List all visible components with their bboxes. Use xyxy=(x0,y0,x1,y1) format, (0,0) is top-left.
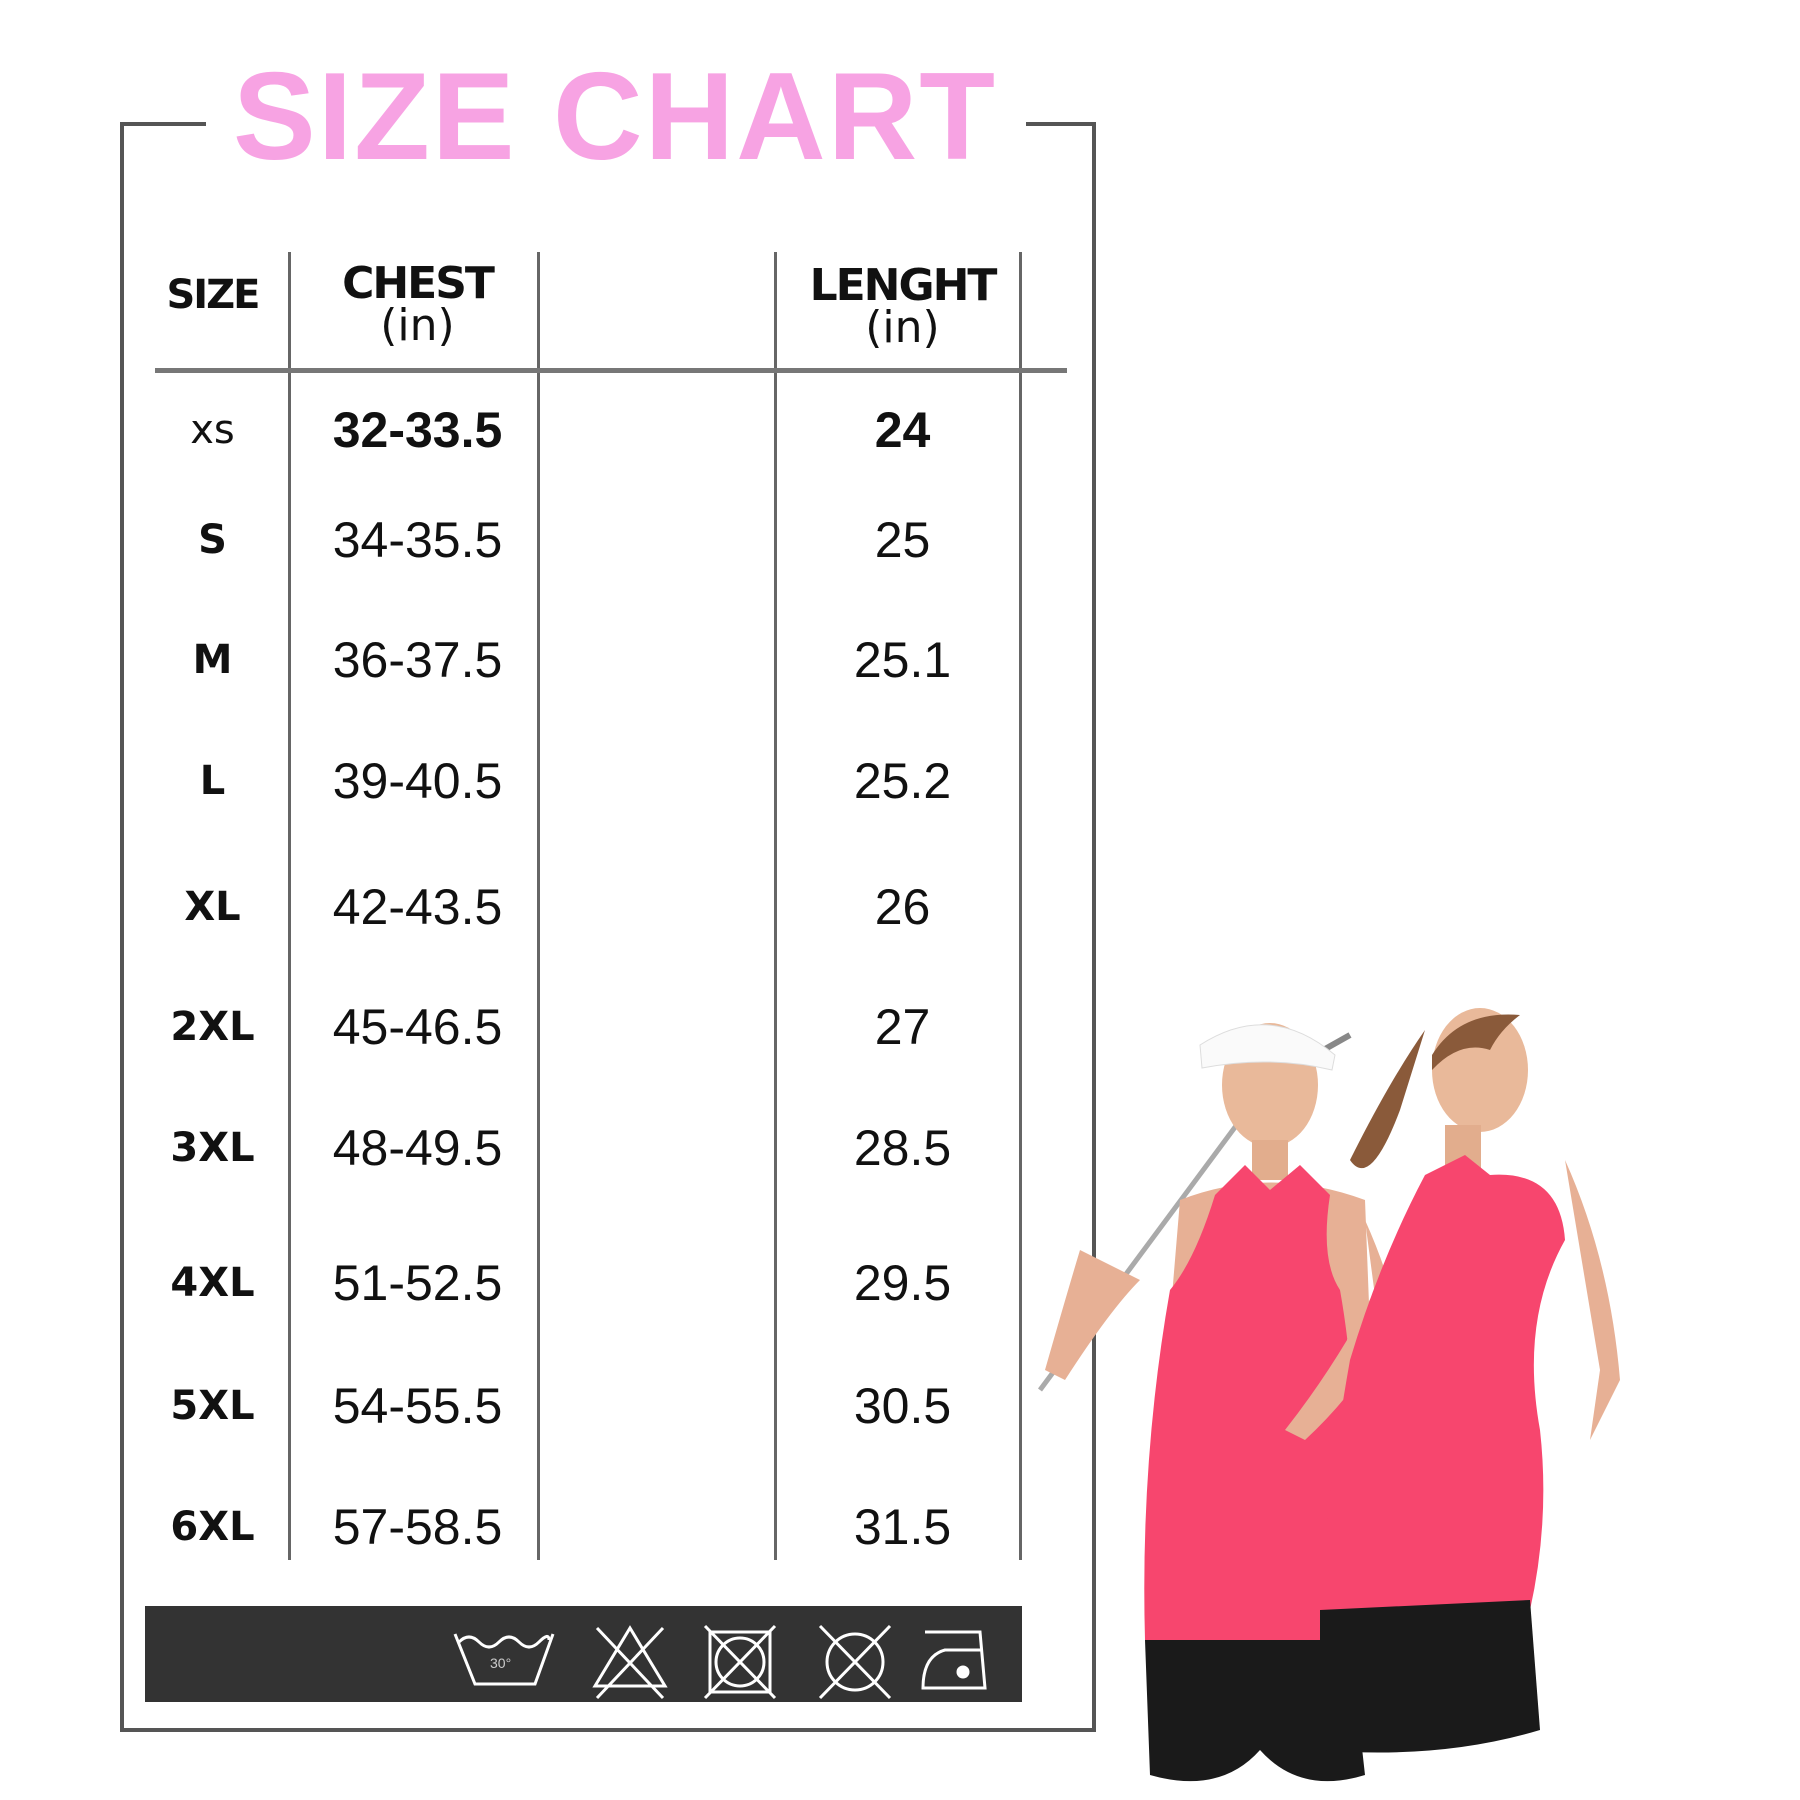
model-back xyxy=(1285,1008,1620,1753)
header-length-unit: (in) xyxy=(865,302,940,353)
header-chest-label: CHEST xyxy=(342,258,495,309)
row-size-cell: S xyxy=(198,517,227,563)
row-length-cell: 28.5 xyxy=(853,1120,952,1176)
row-chest-cell: 51-52.5 xyxy=(332,1255,503,1311)
row-length-cell: 29.5 xyxy=(853,1255,952,1311)
row-length-cell: 25 xyxy=(874,512,931,568)
frame-left xyxy=(120,122,124,1732)
row-chest-cell: 42-43.5 xyxy=(332,879,503,935)
header-size: SIZE xyxy=(166,272,260,318)
shorts-front xyxy=(1145,1640,1365,1782)
frame-right xyxy=(1092,122,1096,1732)
row-size-cell: XS xyxy=(190,407,235,453)
column-divider xyxy=(774,252,777,1560)
row-chest-cell: 32-33.5 xyxy=(332,402,503,458)
header-length-label: LENGHT xyxy=(809,260,998,311)
header-chest-unit: (in) xyxy=(380,300,455,351)
care-instructions-bar: 30° xyxy=(145,1606,1022,1702)
shorts-back xyxy=(1320,1600,1540,1753)
column-divider xyxy=(537,252,540,1560)
row-size-cell: M xyxy=(192,637,233,683)
frame-bottom xyxy=(120,1728,1096,1732)
row-chest-cell: 34-35.5 xyxy=(332,512,503,568)
row-size-cell: XL xyxy=(184,884,241,930)
do-not-bleach-icon xyxy=(592,1625,668,1700)
tank-top-front xyxy=(1144,1165,1356,1655)
visor xyxy=(1199,1024,1336,1071)
page-title: SIZE CHART xyxy=(233,48,997,186)
row-size-cell: 2XL xyxy=(170,1004,255,1050)
model-front xyxy=(1037,1023,1415,1782)
row-length-cell: 25.1 xyxy=(853,632,952,688)
column-divider xyxy=(288,252,291,1560)
frame-top-right xyxy=(1026,122,1096,126)
header-chest: CHEST (in) xyxy=(300,262,535,351)
row-size-cell: 3XL xyxy=(170,1125,255,1171)
row-size-cell: L xyxy=(199,758,226,804)
tank-top-back xyxy=(1320,1155,1565,1628)
product-photo xyxy=(1037,1008,1620,1782)
row-size-cell: 4XL xyxy=(170,1260,255,1306)
care-icons: 30° xyxy=(453,1624,987,1700)
ponytail xyxy=(1350,1030,1425,1169)
row-chest-cell: 36-37.5 xyxy=(332,632,503,688)
row-length-cell: 25.2 xyxy=(853,753,952,809)
do-not-tumble-dry-icon xyxy=(703,1624,777,1700)
row-chest-cell: 57-58.5 xyxy=(332,1499,503,1555)
row-length-cell: 26 xyxy=(874,879,931,935)
wash-30-icon: 30° xyxy=(453,1633,555,1686)
row-length-cell: 30.5 xyxy=(853,1378,952,1434)
row-length-cell: 31.5 xyxy=(853,1499,952,1555)
row-size-cell: 6XL xyxy=(170,1504,255,1550)
row-chest-cell: 39-40.5 xyxy=(332,753,503,809)
row-length-cell: 24 xyxy=(874,402,931,458)
wash-temp-label: 30° xyxy=(490,1655,511,1671)
column-divider xyxy=(1019,252,1022,1560)
row-size-cell: 5XL xyxy=(170,1383,255,1429)
row-chest-cell: 48-49.5 xyxy=(332,1120,503,1176)
do-not-dry-clean-icon xyxy=(818,1624,892,1700)
header-divider xyxy=(155,368,1067,373)
frame-top-left xyxy=(120,122,206,126)
header-length: LENGHT (in) xyxy=(785,264,1020,353)
row-chest-cell: 45-46.5 xyxy=(332,999,503,1055)
row-chest-cell: 54-55.5 xyxy=(332,1378,503,1434)
row-length-cell: 27 xyxy=(874,999,931,1055)
iron-low-icon xyxy=(921,1630,987,1690)
